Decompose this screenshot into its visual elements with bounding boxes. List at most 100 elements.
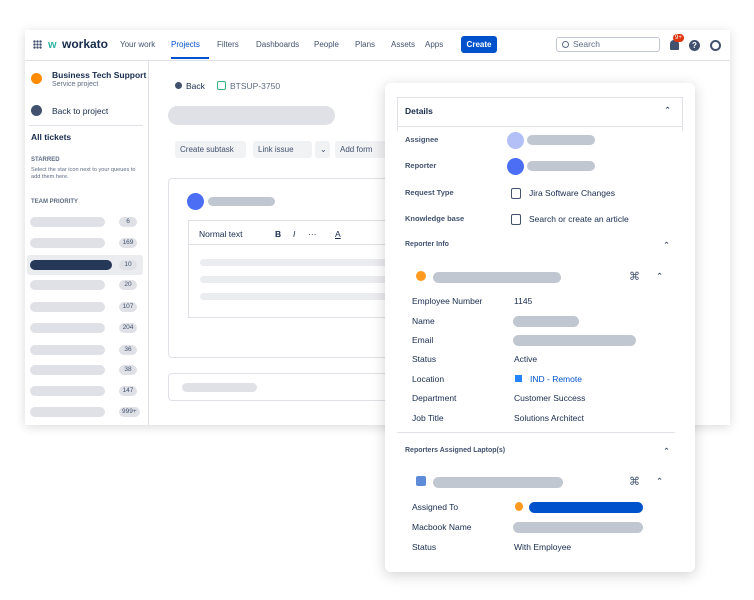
- user-avatar: [187, 193, 204, 210]
- nav-item[interactable]: Assets: [391, 40, 416, 49]
- more-button[interactable]: ⌄: [315, 141, 330, 158]
- text-placeholder: [200, 259, 390, 266]
- text-style[interactable]: Normal text: [199, 229, 243, 239]
- avatar: [507, 158, 524, 175]
- field-label: Status: [412, 542, 437, 552]
- notification-badge: 9+: [673, 34, 684, 42]
- help[interactable]: ?: [689, 40, 700, 51]
- field-value: Jira Software Changes: [529, 188, 615, 198]
- nav-item[interactable]: Filters: [217, 40, 239, 49]
- top-nav: [25, 30, 730, 61]
- team-priority-heading: TEAM PRIORITY: [31, 199, 79, 205]
- link-issue-button[interactable]: Link issue: [253, 141, 312, 158]
- name-placeholder: [527, 161, 595, 171]
- focus-icon[interactable]: ⌘: [629, 271, 640, 283]
- queue-count: 107: [119, 302, 137, 312]
- divider: [397, 126, 683, 127]
- field-value[interactable]: IND - Remote: [530, 374, 582, 384]
- name-placeholder: [527, 135, 595, 145]
- text-color[interactable]: A: [335, 229, 341, 239]
- project-avatar: [31, 73, 42, 84]
- nav-item[interactable]: People: [314, 40, 339, 49]
- search-icon: [562, 41, 569, 48]
- settings[interactable]: [710, 40, 721, 51]
- field-value: 1145: [514, 296, 533, 306]
- collapse-chevron[interactable]: ⌃: [663, 446, 671, 456]
- section-title: Reporter Info: [405, 241, 449, 248]
- queue-count: 6: [119, 217, 137, 227]
- section-title: Reporters Assigned Laptop(s): [405, 447, 506, 454]
- nav-item[interactable]: Dashboards: [256, 40, 300, 49]
- notifications[interactable]: [670, 40, 679, 50]
- more-format[interactable]: ···: [308, 229, 317, 239]
- avatar: [515, 502, 523, 511]
- sidebar-border: [148, 61, 149, 425]
- create-subtask-button[interactable]: Create subtask: [175, 141, 246, 158]
- text-placeholder: [200, 276, 390, 283]
- user-placeholder: [529, 502, 643, 513]
- all-tickets[interactable]: All tickets: [31, 132, 72, 142]
- field-label: Assignee: [405, 135, 439, 144]
- search-box[interactable]: Search: [556, 37, 660, 52]
- issue-key[interactable]: BTSUP-3750: [230, 81, 281, 91]
- project-name: Business Tech Support: [52, 70, 147, 80]
- collapse-chevron[interactable]: ⌃: [656, 476, 664, 486]
- queue-count: 38: [119, 365, 137, 375]
- starred-heading: STARRED: [31, 157, 60, 163]
- queue-name-placeholder[interactable]: [30, 238, 105, 248]
- queue-count: 20: [119, 280, 137, 290]
- nav-item[interactable]: Plans: [355, 40, 376, 49]
- italic-button[interactable]: I: [293, 229, 296, 239]
- queue-name-placeholder[interactable]: [30, 345, 105, 355]
- collapse-chevron[interactable]: ⌃: [664, 105, 672, 115]
- starred-hint: Select the star icon next to your queues…: [31, 167, 136, 180]
- project-type: Service project: [52, 81, 99, 88]
- focus-icon[interactable]: ⌘: [629, 476, 640, 488]
- queue-name-placeholder[interactable]: [30, 260, 112, 270]
- queue-name-placeholder[interactable]: [30, 217, 105, 227]
- queue-count: 10: [119, 260, 137, 270]
- nav-item[interactable]: Your work: [120, 40, 156, 49]
- value-placeholder: [513, 335, 636, 346]
- queue-count: 169: [119, 238, 137, 248]
- queue-count: 204: [119, 323, 137, 333]
- field-value[interactable]: Search or create an article: [529, 214, 629, 224]
- toolbar-divider: [188, 244, 390, 245]
- field-label: Assigned To: [412, 502, 459, 512]
- field-label: Macbook Name: [412, 522, 472, 532]
- collapse-chevron[interactable]: ⌃: [663, 240, 671, 250]
- issue-type-icon: [217, 81, 226, 90]
- collapse-chevron[interactable]: ⌃: [656, 271, 664, 281]
- field-label: Employee Number: [412, 296, 483, 306]
- field-value: Customer Success: [514, 393, 586, 403]
- value-placeholder: [513, 316, 579, 327]
- back-link[interactable]: Back: [186, 81, 205, 91]
- app-switcher[interactable]: [33, 40, 42, 49]
- card-placeholder: [433, 272, 561, 283]
- nav-item[interactable]: Projects: [171, 40, 200, 49]
- back-arrow: [175, 82, 182, 89]
- card-placeholder: [433, 477, 563, 488]
- nav-item[interactable]: Apps: [425, 40, 444, 49]
- queue-name-placeholder[interactable]: [30, 280, 105, 290]
- field-label: Request Type: [405, 188, 454, 197]
- nav-selected-underline: [171, 57, 209, 59]
- queue-name-placeholder[interactable]: [30, 365, 105, 375]
- queue-name-placeholder[interactable]: [30, 302, 105, 312]
- bold-button[interactable]: B: [275, 229, 282, 239]
- queue-name-placeholder[interactable]: [30, 386, 105, 396]
- field-value: Solutions Architect: [514, 413, 584, 423]
- logo-icon: w: [48, 39, 57, 51]
- queue-name-placeholder[interactable]: [30, 323, 105, 333]
- details-panel: [385, 83, 695, 572]
- field-label: Job Title: [412, 413, 444, 423]
- back-to-project[interactable]: Back to project: [52, 106, 109, 116]
- queue-name-placeholder[interactable]: [30, 407, 105, 417]
- logo: workato: [62, 37, 109, 51]
- field-label: Location: [412, 374, 445, 384]
- add-form-button[interactable]: Add form: [335, 141, 395, 158]
- name-placeholder: [208, 197, 275, 206]
- divider: [397, 432, 675, 433]
- create-button[interactable]: Create: [461, 36, 497, 53]
